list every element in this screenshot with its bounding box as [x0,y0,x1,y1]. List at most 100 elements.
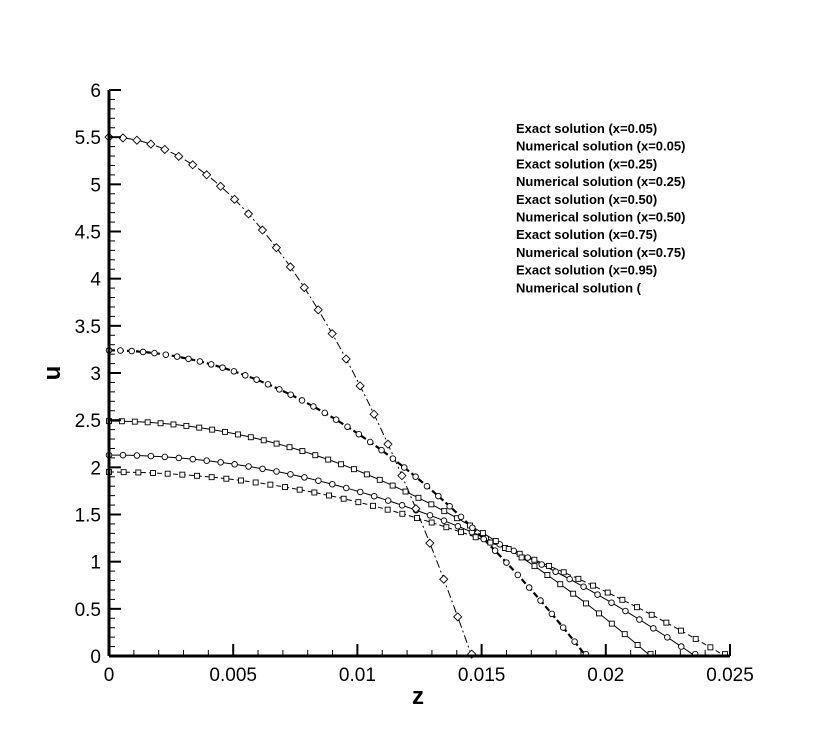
data-point-square [441,508,448,515]
data-point-circle [242,372,249,379]
data-point-square [247,434,254,441]
data-point-square [608,620,615,627]
data-point-square [648,611,655,618]
data-point-square [238,477,244,484]
data-point-circle [332,416,340,423]
data-point-circle [128,347,135,355]
y-tick-label: 4 [90,270,101,291]
x-tick-label: 0.015 [458,665,506,686]
series-line [108,420,651,657]
data-point-square [544,572,551,578]
data-point-diamond [257,225,268,235]
data-point-diamond [439,574,449,584]
plot-markers [104,132,728,659]
x-tick-label: 0.005 [209,665,257,686]
data-point-circle [147,452,155,460]
data-point-square [399,510,406,517]
data-point-circle [440,517,448,524]
data-point-circle [384,497,392,504]
data-point-diamond [383,439,393,449]
data-point-circle [287,391,294,398]
data-point-square [678,627,684,634]
data-point-circle [355,430,363,438]
data-point-circle [514,571,522,579]
data-point-square [492,538,499,544]
legend-entry: Exact solution (x=0.95) [516,263,657,278]
data-point-circle [370,492,378,500]
data-point-circle [480,535,487,543]
data-point-circle [273,468,280,475]
data-point-circle [217,459,224,466]
data-point-square [135,469,142,476]
data-point-square [443,524,450,531]
data-point-circle [608,599,615,606]
data-point-circle [185,355,192,363]
data-point-square [428,501,435,508]
data-point-circle [321,409,329,417]
data-point-circle [664,634,671,641]
data-point-circle [469,524,476,532]
data-point-square [340,495,347,502]
data-point-circle [398,502,406,509]
legend-entry: Numerical solution (x=0.25) [516,174,685,189]
data-point-square [472,534,479,541]
data-point-square [222,428,228,435]
x-tick-label: 0 [104,665,115,686]
data-point-square [311,489,318,496]
data-point-square [196,424,203,431]
data-point-circle [259,465,266,473]
data-point-circle [538,561,545,568]
data-point-circle [552,568,559,575]
data-point-diamond [369,409,379,419]
legend-entry: Numerical solution ( [516,280,642,295]
y-tick-label: 2 [90,458,101,479]
x-tick-label: 0.01 [339,665,376,686]
data-point-square [575,575,582,582]
data-point-circle [491,547,499,554]
data-point-circle [264,381,272,388]
data-point-circle [566,575,573,583]
data-point-square [518,554,525,561]
data-point-square [150,470,156,476]
data-point-square [120,469,127,476]
data-point-square [560,569,567,576]
data-point-square [415,494,422,501]
legend-entry: Exact solution (x=0.25) [516,156,657,171]
x-axis-title: z [412,683,424,710]
data-point-diamond [327,329,337,339]
data-point-circle [253,376,260,383]
data-point-square [194,472,200,479]
data-point-circle [524,554,531,561]
data-point-circle [343,484,350,492]
data-point-square [131,418,138,425]
data-point-circle [245,463,252,470]
y-tick-label: 0 [90,647,101,668]
data-point-circle [571,638,578,645]
data-point-square [312,452,319,459]
data-point-square [619,596,626,603]
data-point-circle [356,488,364,496]
data-point-diamond [341,354,351,364]
data-point-square [546,562,552,569]
data-point-circle [678,643,685,650]
data-point-square [531,563,538,570]
data-point-square [170,421,177,428]
data-point-diamond [202,170,212,180]
data-point-circle [315,477,322,484]
data-point-square [479,530,486,537]
data-point-circle [457,513,465,521]
data-point-square [260,437,267,444]
y-axis-title: u [39,366,66,381]
y-tick-label: 4.5 [75,223,101,244]
data-point-circle [161,453,169,461]
data-point-square [389,482,396,489]
data-point-circle [301,474,308,481]
legend-entry: Numerical solution (x=0.05) [516,139,685,154]
data-point-square [325,456,332,463]
y-tick-label: 0.5 [75,600,101,621]
data-point-diamond [397,470,407,481]
data-point-circle [230,368,238,375]
data-point-square [351,466,357,473]
data-point-circle [525,584,533,591]
